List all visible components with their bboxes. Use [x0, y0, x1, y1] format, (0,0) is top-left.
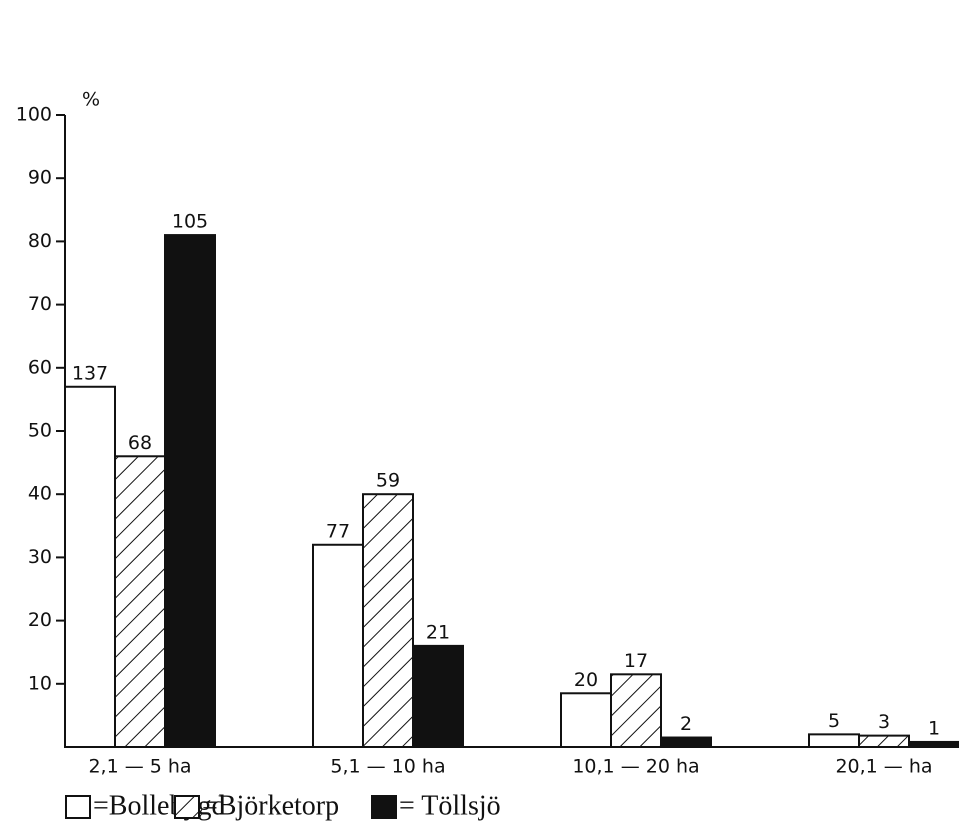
- value-label: 77: [326, 520, 350, 542]
- value-label: 20: [574, 669, 598, 691]
- legend-swatch: [174, 795, 200, 819]
- value-label: 5: [828, 710, 840, 732]
- bar: [610, 673, 662, 749]
- value-label: 59: [376, 470, 400, 492]
- bar: [362, 493, 414, 749]
- bar: [908, 740, 959, 748]
- x-tick-label: 20,1 — ha: [835, 756, 932, 778]
- bar: [64, 385, 116, 748]
- y-tick-label: 100: [16, 104, 52, 126]
- x-tick-label: 10,1 — 20 ha: [572, 756, 699, 778]
- value-label: 137: [72, 362, 108, 384]
- y-tick-label: 80: [28, 230, 52, 252]
- bar: [808, 733, 860, 748]
- y-tick-label: 30: [28, 546, 52, 568]
- value-label: 2: [680, 713, 692, 735]
- x-tick-label: 5,1 — 10 ha: [330, 756, 445, 778]
- bar: [164, 234, 216, 749]
- bar: [312, 543, 364, 749]
- value-label: 1: [928, 717, 940, 739]
- y-tick-label: 60: [28, 356, 52, 378]
- y-tick-label: 20: [28, 609, 52, 631]
- value-label: 105: [172, 211, 208, 233]
- legend-label: =Bollebygd: [93, 790, 225, 821]
- y-tick-label: 70: [28, 293, 52, 315]
- legend-swatch: [371, 795, 397, 819]
- bar: [560, 692, 612, 749]
- bar: [114, 455, 166, 748]
- value-label: 68: [128, 432, 152, 454]
- y-axis-label: %: [82, 89, 100, 111]
- bar: [858, 734, 910, 749]
- bar: [660, 736, 712, 749]
- legend-label: = Töllsjö: [399, 790, 501, 821]
- legend-swatch: [65, 795, 91, 819]
- value-label: 3: [878, 711, 890, 733]
- value-label: 17: [624, 650, 648, 672]
- value-label: 21: [426, 621, 450, 643]
- y-tick-label: 90: [28, 167, 52, 189]
- bar: [412, 644, 464, 749]
- y-tick-label: 40: [28, 483, 52, 505]
- legend-label: =Björketorp: [202, 790, 339, 821]
- y-tick-label: 10: [28, 672, 52, 694]
- x-tick-label: 2,1 — 5 ha: [88, 756, 191, 778]
- y-tick-label: 50: [28, 420, 52, 442]
